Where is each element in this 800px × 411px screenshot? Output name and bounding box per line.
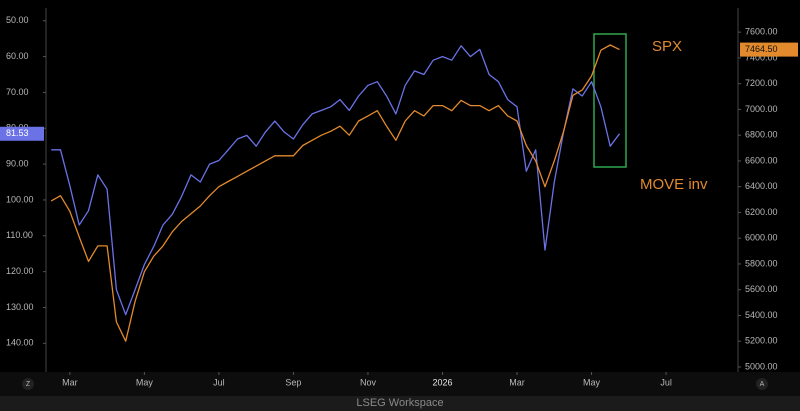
footer: LSEG Workspace	[356, 397, 443, 409]
y-tick-label: 100.00	[6, 194, 34, 204]
y2-tick-label: 6600.00	[745, 155, 778, 165]
y-tick-label: 140.00	[6, 338, 34, 348]
x-axis-bar	[0, 372, 800, 396]
y2-tick-label: 6400.00	[745, 181, 778, 191]
y-tick-label: 60.00	[6, 51, 29, 61]
legend-entry: MOVE inv	[640, 176, 708, 193]
last-value-label: 81.53	[6, 128, 29, 138]
y-tick-label: 50.00	[6, 15, 29, 25]
series-line	[51, 45, 621, 316]
x-tick-label: 2026	[432, 377, 452, 387]
y-tick-label: 120.00	[6, 266, 34, 276]
y2-tick-label: 5600.00	[745, 284, 778, 294]
y2-tick-label: 5400.00	[745, 310, 778, 320]
y2-tick-label: 7000.00	[745, 104, 778, 114]
footer-bar	[0, 396, 800, 411]
y2-tick-label: 5200.00	[745, 336, 778, 346]
legend-entry: SPX	[652, 38, 682, 55]
last-value-box	[740, 42, 798, 57]
y2-tick-label: 7600.00	[745, 27, 778, 37]
scale-button[interactable]: Z	[22, 378, 34, 390]
scale-button-label[interactable]: Z	[26, 381, 31, 388]
scale-button-label[interactable]: A	[760, 381, 765, 388]
scale-button[interactable]: A	[756, 378, 768, 390]
last-value-label: 7464.50	[745, 44, 778, 54]
y-tick-label: 130.00	[6, 302, 34, 312]
y2-tick-label: 6000.00	[745, 233, 778, 243]
y-tick-label: 90.00	[6, 158, 29, 168]
highlight-box	[593, 33, 627, 168]
y2-tick-label: 6800.00	[745, 130, 778, 140]
series-line	[50, 44, 620, 342]
y2-tick-label: 7400.00	[745, 52, 778, 62]
x-tick-label: Jul	[660, 377, 672, 387]
y2-tick-label: 6200.00	[745, 207, 778, 217]
x-tick-label: Jul	[213, 377, 225, 387]
x-tick-label: May	[136, 377, 154, 387]
x-tick-label: Nov	[360, 377, 377, 387]
x-tick-label: Mar	[62, 377, 78, 387]
x-tick-label: May	[583, 377, 601, 387]
y-tick-label: 70.00	[6, 87, 29, 97]
last-value-box	[0, 126, 44, 141]
y-tick-label: 110.00	[6, 230, 33, 240]
x-tick-label: Sep	[285, 377, 301, 387]
x-tick-label: Mar	[509, 377, 525, 387]
y2-tick-label: 5000.00	[745, 361, 778, 371]
y2-tick-label: 7200.00	[745, 78, 778, 88]
y2-tick-label: 5800.00	[745, 258, 778, 268]
